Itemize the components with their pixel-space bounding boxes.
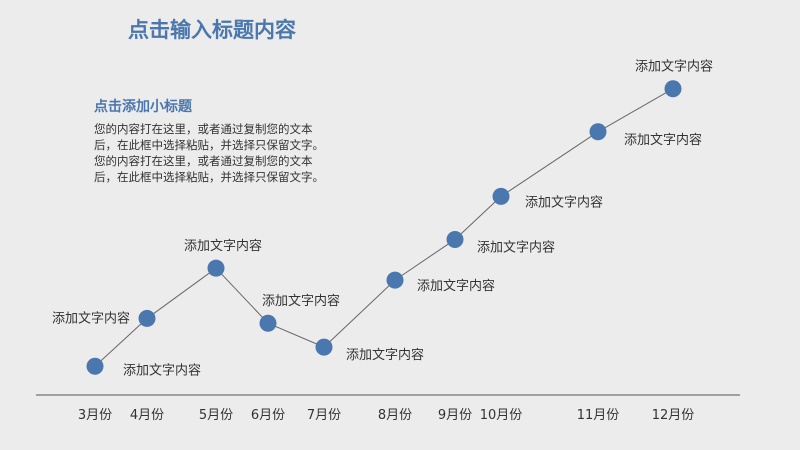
data-point: [315, 338, 333, 356]
x-tick-label: 4月份: [130, 408, 164, 423]
x-tick-label: 7月份: [307, 408, 341, 423]
x-tick-label: 8月份: [378, 408, 412, 423]
data-label: 添加文字内容: [624, 132, 702, 148]
data-label: 添加文字内容: [262, 293, 340, 309]
data-label: 添加文字内容: [477, 239, 555, 255]
series-line-segment: [323, 279, 396, 348]
series-line-segment: [394, 239, 456, 281]
data-label: 添加文字内容: [635, 59, 713, 75]
series-line-segment: [454, 196, 502, 240]
data-label: 添加文字内容: [417, 278, 495, 294]
data-point: [664, 80, 682, 98]
data-point: [86, 357, 104, 375]
data-label: 添加文字内容: [346, 347, 424, 363]
x-tick-label: 12月份: [652, 408, 695, 423]
series-line-segment: [94, 318, 148, 367]
data-point: [446, 230, 464, 248]
body-line: 您的内容打在这里，或者通过复制您的文本: [94, 122, 313, 136]
data-point: [589, 123, 607, 141]
slide-subtitle: 点击添加小标题: [94, 99, 192, 115]
data-label: 添加文字内容: [52, 310, 130, 326]
series-line-segment: [500, 131, 599, 197]
data-label: 添加文字内容: [525, 194, 603, 210]
x-tick-label: 10月份: [480, 408, 523, 423]
data-point: [492, 187, 510, 205]
data-point: [207, 259, 225, 277]
body-line: 后，在此框中选择粘贴，并选择只保留文字。: [94, 170, 324, 184]
series-line-segment: [597, 88, 674, 133]
slide-body-text: 您的内容打在这里，或者通过复制您的文本 后，在此框中选择粘贴，并选择只保留文字。…: [94, 121, 364, 185]
x-tick-label: 9月份: [438, 408, 472, 423]
data-point: [259, 314, 277, 332]
data-point: [386, 271, 404, 289]
x-tick-label: 11月份: [577, 408, 620, 423]
x-tick-label: 6月份: [251, 408, 285, 423]
data-label: 添加文字内容: [123, 362, 201, 378]
body-line: 后，在此框中选择粘贴，并选择只保留文字。: [94, 138, 324, 152]
slide-title: 点击输入标题内容: [128, 18, 296, 42]
series-line-segment: [146, 267, 217, 319]
x-tick-label: 5月份: [199, 408, 233, 423]
data-label: 添加文字内容: [184, 238, 262, 254]
x-tick-label: 3月份: [78, 408, 112, 423]
data-point: [138, 309, 156, 327]
series-line-segment: [215, 267, 269, 324]
series-line-segment: [267, 322, 325, 348]
body-line: 您的内容打在这里，或者通过复制您的文本: [94, 154, 313, 168]
